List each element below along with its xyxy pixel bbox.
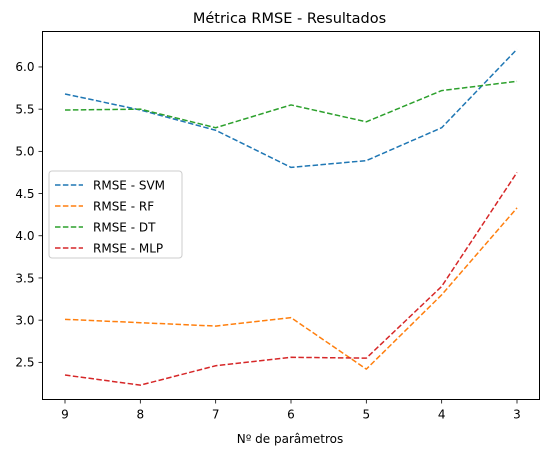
chart-title: Métrica RMSE - Resultados	[193, 11, 386, 27]
series-line-0	[64, 48, 518, 169]
y-tick-label: 3.0	[15, 313, 34, 327]
x-tick-label: 9	[61, 408, 69, 422]
legend-box	[48, 170, 183, 259]
y-tick-label: 6.0	[15, 60, 34, 74]
series-line-3	[64, 172, 518, 386]
y-tick-label: 4.0	[15, 229, 34, 243]
legend-label: RMSE - DT	[93, 220, 156, 234]
y-tick-label: 4.5	[15, 187, 34, 201]
x-tick-label: 3	[513, 408, 521, 422]
x-axis-label: Nº de parâmetros	[237, 432, 344, 446]
y-tick-label: 2.5	[15, 356, 34, 370]
legend-label: RMSE - MLP	[93, 241, 163, 255]
x-tick-label: 5	[363, 408, 371, 422]
legend-label: RMSE - SVM	[93, 178, 165, 192]
y-axis-ticks: 2.5 3.0 3.5 4.0 4.5 5.0 5.5 6.0	[15, 60, 43, 370]
legend: RMSE - SVM RMSE - RF RMSE - DT RMSE - MLP	[48, 170, 183, 259]
x-tick-label: 6	[287, 408, 295, 422]
x-axis-ticks: 9 8 7 6 5 4 3	[61, 399, 521, 422]
y-tick-label: 5.0	[15, 145, 34, 159]
y-tick-label: 3.5	[15, 271, 34, 285]
series-line-1	[64, 207, 518, 370]
series-layer	[64, 48, 518, 386]
series-line-2	[64, 80, 518, 129]
y-tick-label: 5.5	[15, 102, 34, 116]
x-tick-label: 8	[137, 408, 145, 422]
x-tick-label: 4	[438, 408, 446, 422]
legend-label: RMSE - RF	[93, 199, 154, 213]
x-tick-label: 7	[212, 408, 220, 422]
